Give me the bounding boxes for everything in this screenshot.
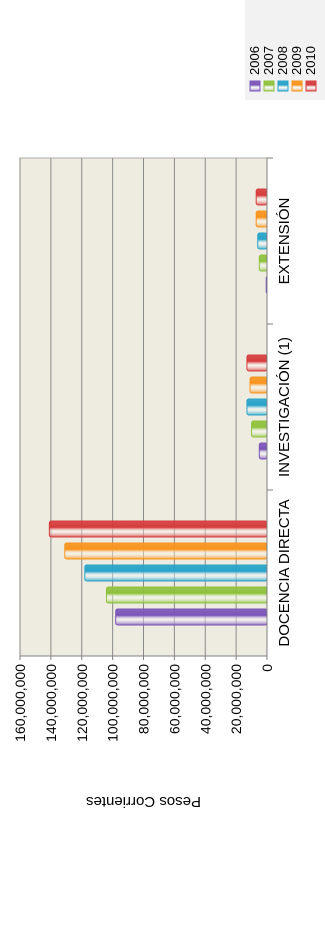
bar-2009-1 [249,376,268,394]
legend-box [245,0,325,100]
bar-2006-0 [115,608,268,626]
legend: 2006 2007 2008 2009 2010 [245,0,325,100]
y-tick-label: 40,000,000 [197,664,213,734]
x-tick-label: EXTENSIÓN [276,198,293,285]
bar-2007-1 [251,420,268,438]
bar-2009-0 [64,542,268,560]
legend-swatch-2010 [305,80,317,92]
y-axis-label: Pesos Corrientes [86,793,201,810]
legend-label-2010: 2010 [303,46,318,75]
legend-label-2007: 2007 [261,46,276,75]
legend-swatch-2008 [277,80,289,92]
bar-2007-2 [258,254,268,272]
legend-label-2008: 2008 [275,46,290,75]
y-tick-label: 140,000,000 [43,664,59,742]
x-tick-label: DOCENCIA DIRECTA [276,499,293,646]
legend-swatch-2009 [291,80,303,92]
legend-label-2006: 2006 [247,46,262,75]
y-tick-label: 120,000,000 [74,664,90,742]
bar-2008-1 [246,398,268,416]
bar-2008-2 [257,232,268,250]
bar-2009-2 [255,210,268,228]
y-tick-label: 100,000,000 [105,664,121,742]
bar-2010-1 [246,354,268,372]
bar-2010-2 [255,188,268,206]
y-tick-label: 160,000,000 [12,664,28,742]
bar-2007-0 [105,586,268,604]
legend-swatch-2006 [249,80,261,92]
bar-2006-1 [258,442,268,460]
y-tick-label: 60,000,000 [166,664,182,734]
y-tick-label: 0 [259,664,275,672]
legend-label-2009: 2009 [289,46,304,75]
bar-2010-0 [48,520,268,538]
x-tick-labels: DOCENCIA DIRECTA INVESTIGACIÓN (1) EXTENSI… [267,157,293,647]
bar-2008-0 [84,564,268,582]
y-tick-labels: 0 20,000,000 40,000,000 60,000,000 80,000,00… [12,656,275,742]
y-tick-label: 80,000,000 [136,664,152,734]
x-tick-label: INVESTIGACIÓN (1) [276,337,293,477]
y-tick-label: 20,000,000 [228,664,244,734]
legend-swatch-2007 [263,80,275,92]
